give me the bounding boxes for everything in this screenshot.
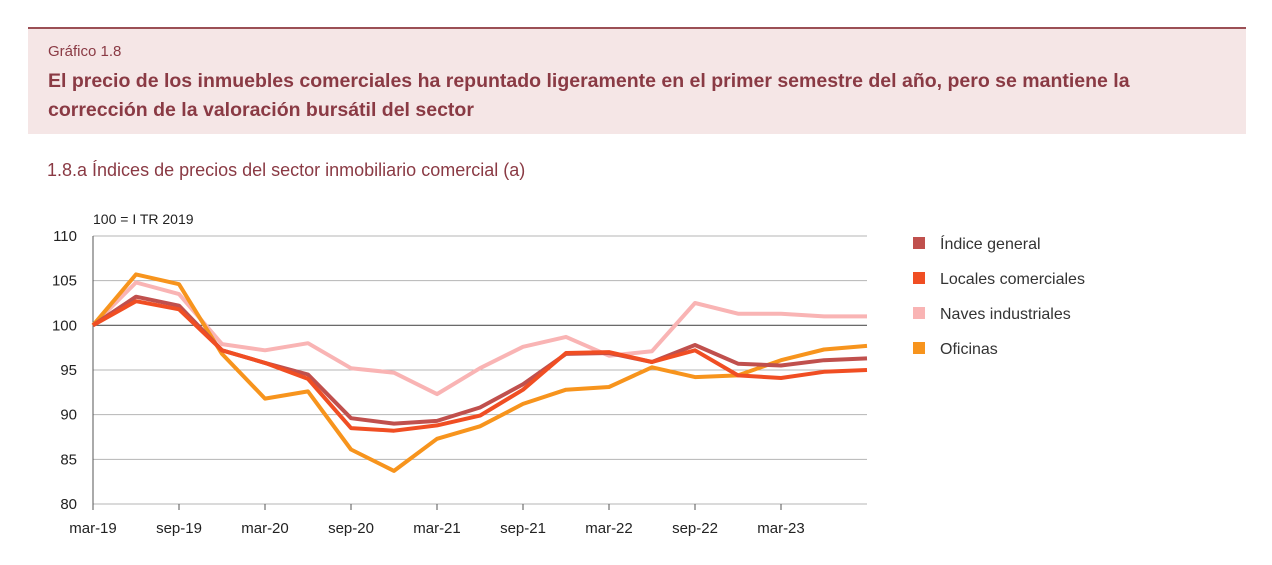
x-tick-label-mar-23: mar-23 xyxy=(757,520,805,537)
series-line-índice-general xyxy=(91,294,868,426)
y-tick-label-95: 95 xyxy=(60,362,77,379)
legend-label-3: Oficinas xyxy=(940,341,998,358)
x-tick-label-sep-21: sep-21 xyxy=(500,520,546,537)
x-tick-label-mar-22: mar-22 xyxy=(585,520,633,537)
chart-subtitle: 1.8.a Índices de precios del sector inmo… xyxy=(47,160,526,180)
chart-header: Gráfico 1.8 El precio de los inmuebles c… xyxy=(28,27,1246,134)
x-tick-label-mar-21: mar-21 xyxy=(413,520,461,537)
y-tick-label-90: 90 xyxy=(60,407,77,424)
y-tick-label-85: 85 xyxy=(60,451,77,468)
legend-label-1: Locales comerciales xyxy=(940,271,1085,288)
legend-swatch-3 xyxy=(913,342,925,354)
x-tick-label-sep-19: sep-19 xyxy=(156,520,202,537)
chart-number: Gráfico 1.8 xyxy=(48,43,122,60)
x-tick-label-sep-22: sep-22 xyxy=(672,520,718,537)
unit-label: 100 = I TR 2019 xyxy=(93,211,194,227)
series-line-oficinas xyxy=(91,272,868,473)
x-tick-label-mar-19: mar-19 xyxy=(69,520,117,537)
legend-label-0: Índice general xyxy=(940,234,1041,253)
y-tick-label-110: 110 xyxy=(53,228,77,245)
chart-headline: El precio de los inmuebles comerciales h… xyxy=(48,70,1130,121)
legend-swatch-0 xyxy=(913,237,925,249)
legend-label-2: Naves industriales xyxy=(940,306,1071,323)
y-tick-label-80: 80 xyxy=(60,496,77,513)
series-line-locales-comerciales xyxy=(92,299,868,433)
y-tick-label-105: 105 xyxy=(52,273,77,290)
x-tick-label-mar-20: mar-20 xyxy=(241,520,289,537)
legend-swatch-1 xyxy=(913,272,925,284)
y-tick-label-100: 100 xyxy=(52,317,77,334)
series-line-naves-industriales xyxy=(91,280,867,397)
x-tick-label-sep-20: sep-20 xyxy=(328,520,374,537)
legend-swatch-2 xyxy=(913,307,925,319)
